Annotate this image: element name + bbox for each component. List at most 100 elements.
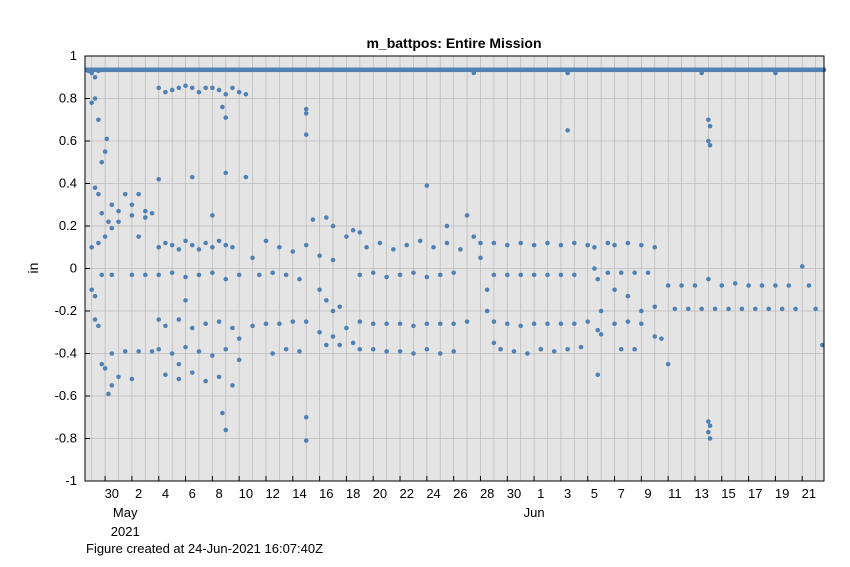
- chart-title: m_battpos: Entire Mission: [366, 35, 541, 51]
- data-point: [786, 283, 792, 288]
- data-point: [471, 70, 477, 76]
- data-point: [106, 391, 111, 397]
- data-point: [92, 185, 98, 191]
- x-tick-label: 18: [346, 486, 360, 501]
- data-point: [96, 191, 101, 197]
- data-point: [518, 323, 523, 329]
- data-point: [290, 249, 296, 254]
- data-point: [324, 342, 329, 348]
- data-point: [639, 242, 644, 248]
- data-point: [277, 244, 282, 250]
- data-point: [303, 242, 309, 248]
- data-point: [210, 353, 215, 358]
- data-point: [766, 306, 772, 312]
- data-point: [236, 357, 242, 363]
- data-point: [491, 240, 497, 246]
- data-point: [143, 215, 148, 220]
- data-point: [639, 308, 644, 314]
- data-point: [746, 283, 751, 288]
- y-tick-label: 0.8: [59, 91, 77, 106]
- data-point: [223, 115, 229, 120]
- data-point: [337, 304, 343, 310]
- data-point: [444, 223, 450, 229]
- data-point: [424, 346, 430, 352]
- data-point: [169, 242, 175, 248]
- data-point: [223, 91, 229, 97]
- data-point: [136, 191, 141, 197]
- x-tick-label: 17: [748, 486, 762, 501]
- data-point: [277, 321, 282, 327]
- data-point: [504, 272, 510, 278]
- data-point: [230, 85, 235, 91]
- data-point: [243, 174, 249, 180]
- data-point: [612, 242, 617, 248]
- data-point: [203, 321, 208, 327]
- data-point: [612, 321, 617, 327]
- data-point: [303, 319, 309, 324]
- data-point: [491, 272, 497, 278]
- data-point: [659, 336, 664, 341]
- data-point: [538, 346, 544, 352]
- data-point: [759, 283, 765, 288]
- data-point: [578, 344, 584, 350]
- data-point: [129, 202, 135, 208]
- data-point: [504, 321, 510, 327]
- x-tick-label: 9: [644, 486, 651, 501]
- data-point: [411, 351, 416, 356]
- data-point: [303, 111, 309, 116]
- data-point: [707, 436, 713, 441]
- data-point: [595, 372, 601, 378]
- data-point: [92, 74, 98, 80]
- x-tick-label: 28: [480, 486, 494, 501]
- x-tick-label: 14: [292, 486, 306, 501]
- data-point: [531, 272, 537, 278]
- data-point: [545, 240, 550, 246]
- data-point: [163, 372, 168, 378]
- data-point: [183, 344, 188, 350]
- data-point: [545, 272, 550, 278]
- x-tick-label: 12: [265, 486, 279, 501]
- x-tick-label: 6: [189, 486, 196, 501]
- x-tick-label: 3: [564, 486, 571, 501]
- data-point: [256, 272, 262, 278]
- data-point: [169, 87, 175, 93]
- data-point: [330, 308, 336, 314]
- figure-timestamp: Figure created at 24-Jun-2021 16:07:40Z: [86, 541, 324, 556]
- data-point: [551, 349, 557, 354]
- data-point: [665, 283, 671, 288]
- data-point: [585, 319, 591, 324]
- data-point: [109, 202, 115, 208]
- data-point: [203, 85, 208, 91]
- data-point: [297, 276, 302, 282]
- data-point: [189, 370, 195, 375]
- data-point: [129, 376, 135, 382]
- data-point: [491, 319, 497, 324]
- data-point: [223, 170, 229, 176]
- y-tick-label: -0.2: [55, 303, 77, 318]
- data-point: [176, 361, 182, 367]
- data-point: [220, 410, 225, 416]
- data-point: [183, 274, 188, 280]
- data-point: [210, 85, 215, 91]
- data-point: [605, 240, 611, 246]
- data-point: [149, 210, 155, 216]
- data-point: [92, 96, 98, 101]
- data-point: [625, 293, 631, 299]
- data-point: [424, 274, 430, 280]
- data-point: [129, 272, 135, 278]
- x-month-label: May: [113, 505, 138, 520]
- data-point: [411, 323, 416, 329]
- data-point: [203, 378, 208, 384]
- data-point: [605, 270, 611, 276]
- data-point: [357, 319, 363, 324]
- data-point: [122, 349, 128, 354]
- data-point: [558, 321, 564, 327]
- data-point: [106, 219, 111, 225]
- data-point: [236, 336, 242, 341]
- data-point: [464, 319, 470, 324]
- data-point: [310, 217, 316, 222]
- data-point: [96, 117, 101, 123]
- data-point: [189, 325, 195, 331]
- data-point: [270, 351, 275, 356]
- y-tick-label: -1: [65, 473, 77, 488]
